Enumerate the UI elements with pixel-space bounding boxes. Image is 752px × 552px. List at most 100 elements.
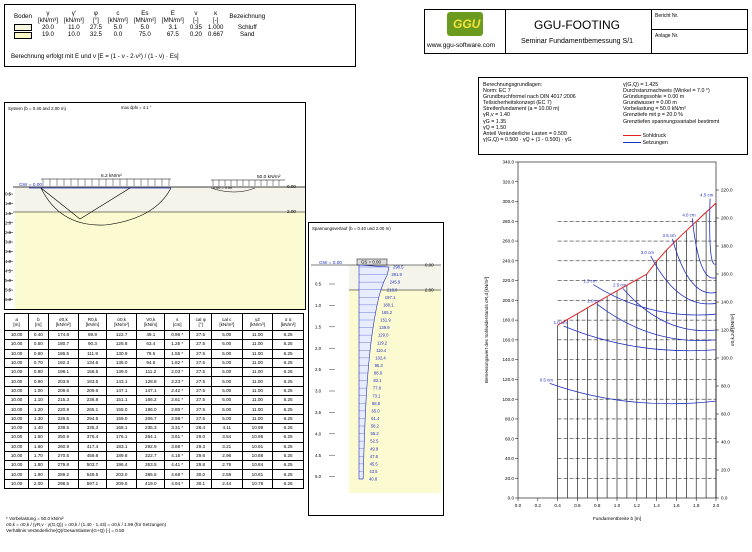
stress-value: 129.0: [378, 333, 389, 338]
report-title: GGU-FOOTING: [534, 18, 620, 32]
results-note: * Vorbelastung = 50.0 kN/m²: [6, 516, 64, 521]
stress-value: 119.2: [377, 340, 388, 345]
results-cell: 2.61 *: [164, 395, 191, 406]
soil-cell: Sand: [240, 31, 255, 39]
results-cell: 4.15 *: [164, 450, 191, 462]
x-tick-label: 0.4: [554, 503, 561, 508]
soil-header-cell: κ [-]: [212, 10, 219, 24]
report-subtitle: Seminar Fundamentbemessung S/1: [520, 38, 634, 45]
stress-value: 180.1: [383, 302, 394, 307]
numbers-divider: [652, 29, 748, 30]
results-cell: 335.3: [78, 422, 107, 434]
results-cell: 128.8: [136, 376, 166, 387]
stress-value: 40.8: [369, 477, 378, 482]
results-row: 10.00 0.90 203.9 183.5 143.1 128.8 2.23 * 27.5 5…: [3, 376, 304, 387]
schluff-layer: [15, 187, 305, 212]
results-row: 10.00 1.90 289.2 549.5 203.0 385.6 4.68 * 30.0 2…: [3, 469, 304, 480]
gw-label: GW = 0.00: [19, 182, 42, 188]
results-cell: 6.25: [272, 367, 304, 378]
results-cell: 5.00: [210, 395, 243, 406]
results-cell: 6.25: [272, 469, 304, 480]
results-cell: 209.6: [47, 385, 80, 397]
results-cell: 5.00: [210, 348, 243, 359]
results-cell: 376.4: [78, 432, 107, 443]
x-tick-label: 1.8: [693, 503, 700, 508]
results-cell: 10.00: [3, 367, 30, 378]
results-cell: 27.5: [189, 376, 212, 387]
results-cell: 0.90: [28, 376, 49, 387]
depth-label: 0.5: [5, 192, 12, 197]
soil-cell: 5.0: [113, 23, 123, 31]
results-cell: 3.31 *: [164, 422, 191, 434]
stress-value: 77.8: [373, 386, 382, 391]
param-line: γ(G,Q) = 1.425: [623, 82, 659, 88]
stress-value: 61.4: [371, 416, 380, 421]
y-tick-label: 140.0: [503, 357, 515, 362]
stress-value: 139.9: [379, 325, 390, 330]
results-cell: 289.2: [47, 469, 80, 480]
stress-value: 45.5: [370, 461, 379, 466]
soil-header-cell: γ [kN/m³]: [38, 10, 58, 24]
results-cell: 220.9: [47, 404, 80, 415]
settlement-label: 4.5 cm: [700, 193, 714, 198]
soil-cell: 19.0: [41, 31, 54, 39]
soil-parameter-table: Boden γ [kN/m³] γ' [kN/m³] φ [°] c [kN/m²] Es [MN/…: [4, 4, 356, 67]
results-cell: 10.00: [3, 450, 30, 462]
stress-curve: [358, 264, 390, 480]
soil-header-cell: Bezeichnung: [229, 13, 266, 21]
results-cell: 186.0: [136, 404, 166, 415]
results-table: a [m] b [m] σ0,k [kN/m²] R0,k [kN/m] σ0,k [kN/m²]…: [3, 313, 304, 513]
params-left-column: Berechnungsgrundlagen: Norm: EC 7 Grundbru…: [483, 82, 576, 143]
soil-header-cell: Es [MN/m²]: [133, 10, 156, 24]
stress-layer-label: 2.00: [425, 288, 434, 293]
x-tick-label: 0.6: [574, 503, 581, 508]
title-block: GGU www.ggu-software.com GGU-FOOTING Sem…: [424, 9, 748, 54]
param-line: Grenztiefe mit p = 20.0 %: [623, 112, 683, 119]
results-row: 10.00 1.60 260.9 417.4 183.1 292.9 3.88 * 29.3 3…: [3, 441, 304, 452]
results-header-cell: a [m]: [3, 313, 30, 331]
results-cell: 215.3: [47, 395, 80, 406]
stress-depth-label: 2.0: [315, 346, 322, 351]
stress-value: 43.5: [369, 469, 378, 474]
system-drawing: GW = 0.00 6.2 kN/m² 50.0 kN/m² 0.00 = 0.00 0…: [5, 173, 305, 309]
soil-header-cell: Boden: [14, 13, 32, 21]
results-cell: 10.00: [3, 339, 30, 350]
results-cell: 6.25: [272, 422, 304, 434]
results-cell: 5.00: [210, 329, 243, 341]
results-cell: 27.5: [189, 339, 212, 350]
stress-value: 68.8: [372, 401, 381, 406]
y-tick-label: 100.0: [503, 397, 515, 402]
stress-value: 165.2: [382, 310, 393, 315]
results-cell: 0.40: [28, 329, 49, 341]
legend-setzungen: Setzungen: [642, 140, 668, 147]
soil-cell: 0.667: [207, 31, 224, 39]
results-cell: 27.5: [189, 329, 212, 341]
results-cell: 1.20: [28, 404, 49, 415]
param-line: γQ = 1.50: [483, 124, 507, 131]
stress-gw: GW = 0.00: [319, 260, 342, 266]
results-cell: 122.7: [105, 329, 138, 341]
results-header-cell: σ ü [kN/m²]: [272, 313, 304, 331]
depth-label: 4.5: [5, 268, 12, 273]
results-cell: 292.9: [136, 441, 166, 452]
results-row: 10.00 0.60 186.5 111.9 130.9 78.5 1.55 * 27.5 5.…: [3, 348, 304, 359]
failure-mechanism-small: [210, 187, 256, 193]
results-cell: 1.00: [28, 385, 49, 397]
results-cell: 5.00: [210, 404, 243, 415]
results-cell: 10.00: [3, 357, 30, 369]
y2-tick-label: 160.0: [721, 272, 733, 277]
results-cell: 385.6: [136, 469, 166, 480]
param-line: γ(G,Q) = 0.500 · γQ + (1 - 0.500) · γG: [483, 136, 572, 143]
results-cell: 11.00: [241, 348, 274, 359]
logo-area: GGU www.ggu-software.com: [425, 10, 506, 53]
results-cell: 294.5: [78, 413, 107, 424]
results-cell: 226.5: [47, 413, 80, 424]
results-cell: 29.3: [189, 441, 212, 452]
logo-url[interactable]: www.ggu-software.com: [427, 42, 496, 49]
param-line: Grundwasser = 0.00 m: [623, 100, 677, 107]
stress-footing: [356, 258, 388, 266]
results-cell: 10.84: [241, 460, 274, 471]
results-cell: 10.78: [241, 478, 274, 490]
results-cell: 10.00: [3, 329, 30, 341]
results-cell: 10.99: [241, 422, 274, 434]
